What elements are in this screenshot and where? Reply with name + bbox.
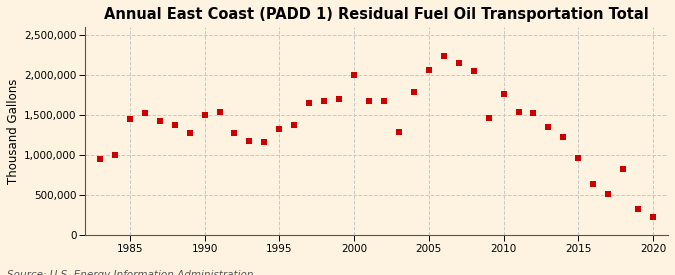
Point — [438, 54, 449, 58]
Point — [349, 73, 360, 77]
Point — [632, 207, 643, 211]
Point — [333, 97, 344, 101]
Point — [304, 101, 315, 105]
Point — [229, 131, 240, 136]
Point — [408, 90, 419, 94]
Point — [528, 110, 539, 115]
Point — [618, 167, 628, 171]
Point — [603, 192, 614, 196]
Point — [543, 125, 554, 129]
Point — [169, 122, 180, 127]
Text: Source: U.S. Energy Information Administration: Source: U.S. Energy Information Administ… — [7, 271, 253, 275]
Point — [274, 126, 285, 131]
Point — [139, 110, 150, 115]
Point — [95, 157, 105, 161]
Point — [244, 139, 254, 144]
Point — [558, 135, 569, 139]
Point — [289, 122, 300, 127]
Point — [454, 61, 464, 65]
Y-axis label: Thousand Gallons: Thousand Gallons — [7, 78, 20, 184]
Title: Annual East Coast (PADD 1) Residual Fuel Oil Transportation Total: Annual East Coast (PADD 1) Residual Fuel… — [104, 7, 649, 22]
Point — [379, 98, 389, 103]
Point — [648, 215, 659, 220]
Point — [155, 119, 165, 123]
Point — [319, 98, 329, 103]
Point — [513, 110, 524, 114]
Point — [109, 153, 120, 157]
Point — [184, 131, 195, 136]
Point — [468, 69, 479, 73]
Point — [483, 116, 494, 120]
Point — [124, 117, 135, 121]
Point — [498, 92, 509, 97]
Point — [573, 156, 584, 160]
Point — [214, 110, 225, 114]
Point — [394, 130, 404, 134]
Point — [199, 113, 210, 117]
Point — [364, 99, 375, 104]
Point — [588, 182, 599, 186]
Point — [423, 68, 434, 73]
Point — [259, 140, 270, 144]
